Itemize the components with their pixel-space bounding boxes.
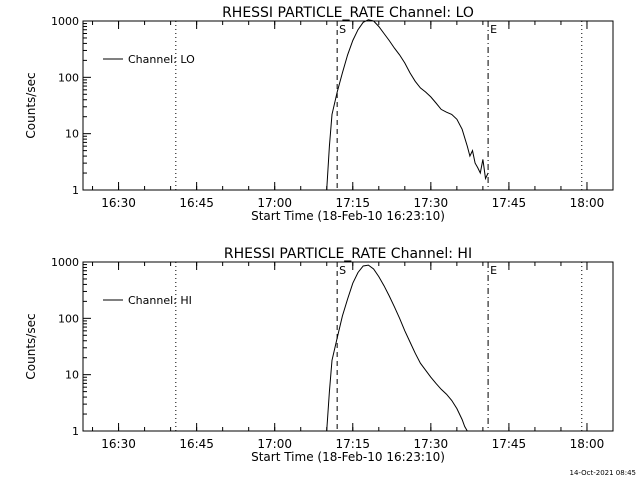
x-tick-label: 18:00 [570, 196, 605, 210]
timestamp: 14-Oct-2021 08:45 [570, 469, 636, 477]
y-tick-label: 1000 [51, 15, 79, 28]
marker-label: E [490, 264, 497, 277]
series-line [326, 19, 489, 191]
x-tick-label: 18:00 [570, 437, 605, 451]
x-tick-label: 17:30 [414, 437, 449, 451]
y-tick-label: 1000 [51, 256, 79, 269]
lo-channel-panel: RHESSI PARTICLE_RATE Channel: LO 1 10 100 10… [24, 5, 614, 223]
y-axis-label: Counts/sec [24, 313, 38, 379]
marker-label: E [490, 23, 497, 36]
series-line [326, 264, 468, 432]
x-tick-label: 17:45 [492, 437, 527, 451]
x-tick-label: 17:00 [257, 437, 292, 451]
y-tick-label: 10 [65, 369, 79, 382]
x-tick-label: 16:45 [179, 196, 214, 210]
y-tick-label: 10 [65, 128, 79, 141]
marker-label: S [339, 23, 346, 36]
x-tick-label: 17:00 [257, 196, 292, 210]
legend-entry: Channel: LO [128, 53, 195, 66]
y-tick-label: 1 [72, 425, 79, 438]
chart-title: RHESSI PARTICLE_RATE Channel: HI [224, 246, 472, 262]
y-tick-label: 100 [58, 71, 79, 84]
x-tick-label: 17:15 [335, 196, 370, 210]
y-tick-label: 1 [72, 184, 79, 197]
marker-label: S [339, 264, 346, 277]
x-tick-label: 17:30 [414, 196, 449, 210]
plot-frame [82, 261, 614, 432]
x-tick-label: 17:15 [335, 437, 370, 451]
hi-channel-panel: RHESSI PARTICLE_RATE Channel: HI 1 10 100 10… [24, 246, 614, 464]
x-tick-label: 16:30 [101, 196, 136, 210]
chart-title: RHESSI PARTICLE_RATE Channel: LO [222, 5, 474, 21]
x-axis-label: Start Time (18-Feb-10 16:23:10) [251, 450, 445, 464]
plot-frame [82, 20, 614, 191]
x-tick-label: 17:45 [492, 196, 527, 210]
x-tick-label: 16:45 [179, 437, 214, 451]
legend-entry: Channel: HI [128, 294, 192, 307]
y-axis-label: Counts/sec [24, 72, 38, 138]
x-tick-label: 16:30 [101, 437, 136, 451]
y-tick-label: 100 [58, 312, 79, 325]
x-axis-label: Start Time (18-Feb-10 16:23:10) [251, 209, 445, 223]
